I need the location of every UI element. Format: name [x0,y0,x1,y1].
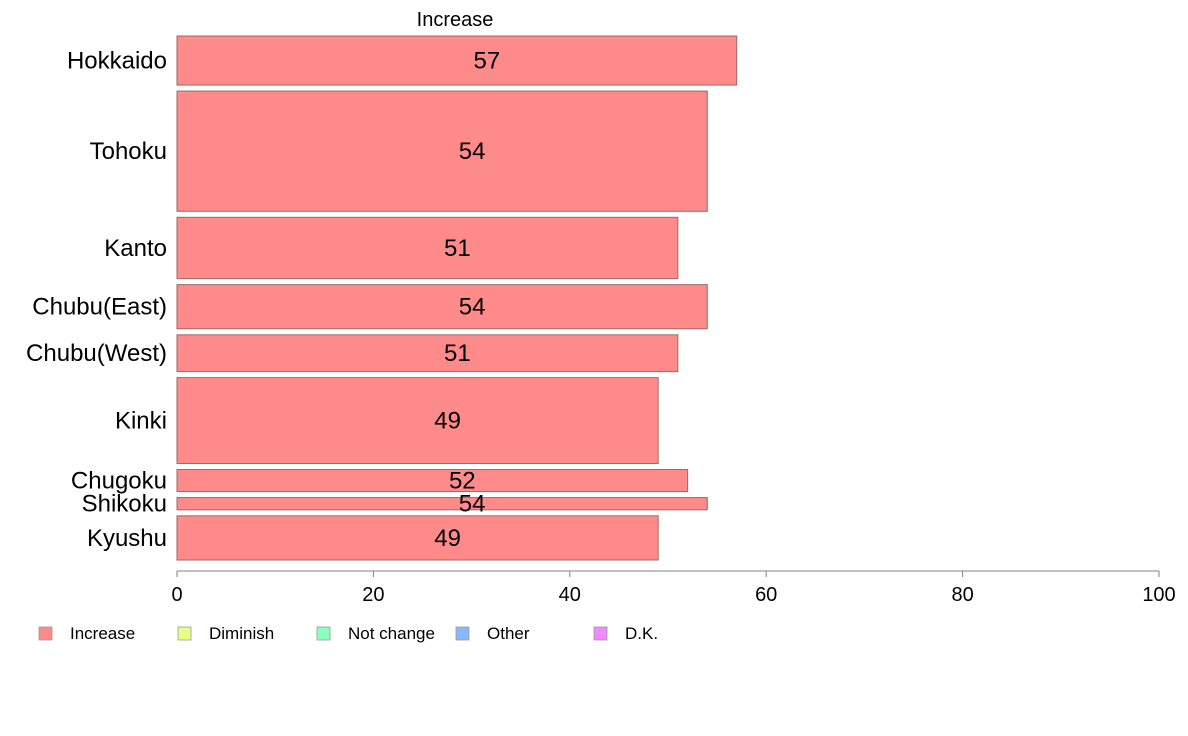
value-label: 54 [459,138,486,165]
legend-swatch [316,626,331,641]
legend: Increase Diminish Not change Other D.K. [38,624,658,643]
legend-swatch [593,626,608,641]
value-label: 51 [444,340,471,367]
value-label: 54 [459,491,486,518]
bar-chugoku [176,468,689,493]
x-axis: 0 20 40 60 80 100 [171,570,1176,606]
x-tick-label: 60 [755,584,777,606]
bar-hokkaido [176,35,738,86]
legend-label: Other [487,624,530,643]
bar-kinki [176,377,659,464]
x-tick-label: 40 [559,584,581,606]
series-title: Increase [417,9,494,31]
legend-swatch [38,626,53,641]
category-label: Tohoku [90,138,167,165]
bar-kanto [176,216,679,280]
category-label: Kyushu [87,525,167,552]
value-label: 49 [434,525,461,552]
category-label: Kinki [115,408,167,435]
legend-label: Increase [70,624,135,643]
bar-chubu-east- [176,284,708,330]
bars-layer: Hokkaido 57 Tohoku 54 Kanto 51 Chubu(East) 54 Ch… [26,35,738,561]
legend-label: Not change [348,624,435,643]
x-tick-label: 20 [362,584,384,606]
category-label: Chubu(West) [26,340,167,367]
x-tick-label: 80 [951,584,973,606]
x-tick-label: 0 [171,584,182,606]
category-label: Kanto [104,235,167,262]
legend-swatch [455,626,470,641]
bar-tohoku [176,90,708,212]
category-label: Shikoku [82,491,167,518]
value-label: 57 [474,48,501,75]
bar-kyushu [176,515,659,561]
value-label: 52 [449,468,476,495]
x-tick-label: 100 [1142,584,1175,606]
legend-label: Diminish [209,624,274,643]
value-label: 51 [444,235,471,262]
bar-shikoku [176,497,708,511]
category-label: Hokkaido [67,48,167,75]
category-label: Chubu(East) [32,294,167,321]
category-label: Chugoku [71,468,167,495]
legend-swatch [177,626,192,641]
value-label: 54 [459,294,486,321]
bar-chubu-west- [176,334,679,373]
value-label: 49 [434,408,461,435]
legend-label: D.K. [625,624,658,643]
